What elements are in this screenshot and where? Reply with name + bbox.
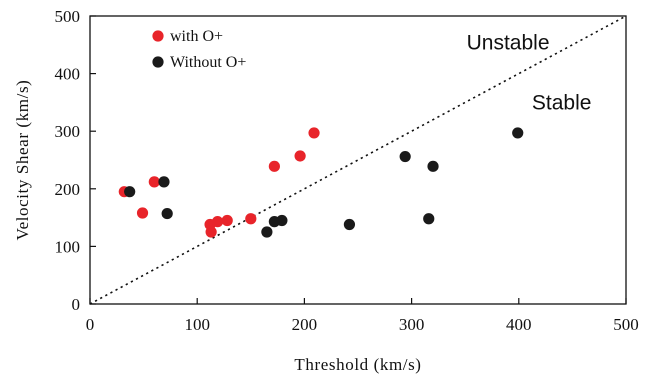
x-tick-label: 100 bbox=[184, 315, 210, 334]
data-point-series-0 bbox=[211, 216, 224, 228]
x-tick-label: 400 bbox=[506, 315, 532, 334]
legend-marker-series-0 bbox=[152, 30, 164, 42]
data-point-series-0 bbox=[245, 213, 257, 225]
data-point-series-0 bbox=[268, 160, 280, 172]
data-point-series-1 bbox=[124, 186, 136, 198]
y-tick-label: 200 bbox=[55, 180, 81, 199]
y-tick-label: 500 bbox=[55, 7, 81, 26]
y-tick-label: 400 bbox=[55, 65, 81, 84]
data-point-series-1 bbox=[158, 176, 170, 188]
data-point-series-0 bbox=[136, 207, 149, 219]
data-point-series-1 bbox=[399, 150, 411, 163]
legend-marker-series-1 bbox=[152, 56, 164, 68]
y-axis-title: Velocity Shear (km/s) bbox=[13, 80, 32, 241]
data-point-series-1 bbox=[512, 127, 524, 139]
data-point-series-1 bbox=[161, 207, 173, 220]
x-tick-label: 0 bbox=[86, 315, 95, 334]
data-point-series-0 bbox=[294, 150, 306, 162]
data-point-series-0 bbox=[148, 176, 160, 188]
annotation-unstable: Unstable bbox=[467, 31, 550, 54]
x-tick-label: 300 bbox=[399, 315, 425, 334]
x-axis-title: Threshold (km/s) bbox=[294, 355, 421, 374]
data-point-series-0 bbox=[221, 214, 233, 227]
data-point-series-1 bbox=[423, 213, 435, 225]
annotation-stable: Stable bbox=[532, 91, 592, 114]
y-tick-label: 300 bbox=[55, 122, 81, 141]
y-tick-label: 0 bbox=[72, 295, 81, 314]
data-point-series-1 bbox=[427, 160, 439, 172]
legend-label-series-1: Without O+ bbox=[170, 54, 246, 71]
x-tick-label: 500 bbox=[613, 315, 639, 334]
data-point-series-1 bbox=[276, 214, 288, 227]
data-point-series-0 bbox=[205, 226, 217, 238]
x-tick-label: 200 bbox=[292, 315, 318, 334]
plot-frame bbox=[89, 15, 627, 305]
legend-label-series-0: with O+ bbox=[170, 28, 223, 45]
data-point-series-1 bbox=[261, 226, 273, 238]
data-point-series-0 bbox=[308, 127, 320, 139]
y-tick-label: 100 bbox=[55, 237, 81, 256]
data-point-series-1 bbox=[343, 218, 356, 231]
